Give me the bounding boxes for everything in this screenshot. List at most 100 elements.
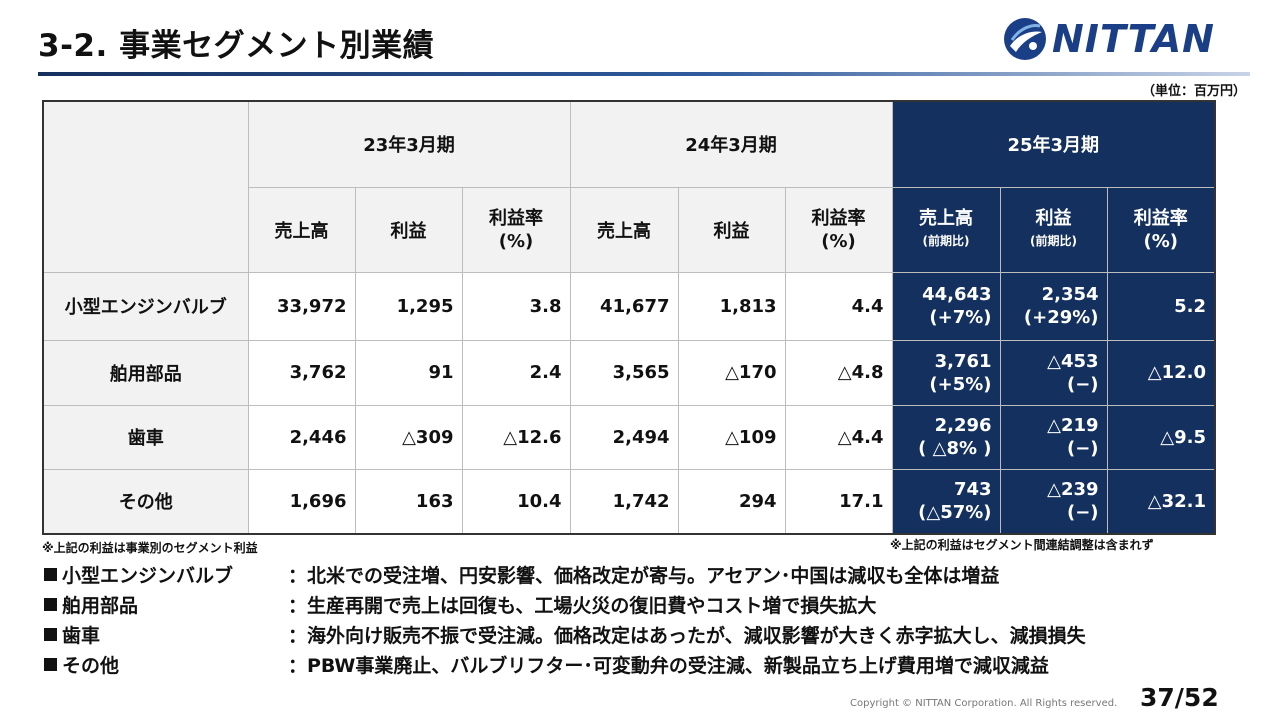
- footnote-right: ※上記の利益はセグメント間連結調整は含まれず: [890, 538, 1154, 552]
- company-logo: NITTAN: [1002, 14, 1254, 64]
- col-margin-24: 利益率 (%): [784, 186, 893, 273]
- comment-segment-name: 歯車: [62, 625, 101, 647]
- nittan-swirl-icon: [1004, 18, 1046, 60]
- period-header-row: 23年3月期 24年3月期 25年3月期: [42, 100, 1216, 273]
- profit-23: △309: [354, 404, 463, 470]
- sales-label: 売上高: [919, 207, 974, 229]
- square-bullet-icon: [44, 568, 57, 581]
- margin-24: △4.8: [784, 339, 893, 406]
- table-row: 舶用部品 3,762 91 2.4 3,565 △170 △4.8 3,761(…: [42, 339, 1216, 406]
- comment-segment: 歯車: [44, 621, 288, 651]
- profit-yoy: (+29%): [1023, 307, 1099, 328]
- sales-23: 3,762: [247, 339, 356, 406]
- sales-24: 2,494: [569, 404, 679, 470]
- list-item: 小型エンジンバルブ ：北米での受注増、円安影響、価格改定が寄与。アセアン･中国は…: [44, 561, 1254, 591]
- yoy-label: (前期比): [922, 233, 970, 248]
- segment-comments: 小型エンジンバルブ ：北米での受注増、円安影響、価格改定が寄与。アセアン･中国は…: [44, 561, 1254, 681]
- sales-yoy: (+5%): [929, 373, 992, 395]
- profit-24: 294: [677, 468, 786, 535]
- list-item: 舶用部品 ：生産再開で売上は回復も、工場火災の復旧費やコスト増で損失拡大: [44, 591, 1254, 621]
- segment-name: その他: [42, 468, 249, 535]
- profit-24: 1,813: [677, 271, 786, 341]
- profit-25: △453 (−): [999, 339, 1108, 406]
- margin-label: 利益率: [489, 207, 543, 229]
- table-row: 小型エンジンバルブ 33,972 1,295 3.8 41,677 1,813 …: [42, 271, 1216, 341]
- col-profit-24: 利益: [677, 186, 786, 273]
- col-profit-23: 利益: [354, 186, 463, 273]
- profit-24: △170: [677, 339, 786, 406]
- title-underline: [38, 72, 1250, 76]
- comment-text: ：生産再開で売上は回復も、工場火災の復旧費やコスト増で損失拡大: [288, 595, 877, 617]
- table-row: その他 1,696 163 10.4 1,742 294 17.1 743 (△5…: [42, 468, 1216, 535]
- sales-24: 3,565: [569, 339, 679, 406]
- list-item: その他 ：PBW事業廃止、バルブリフター･可変動弁の受注減、新製品立ち上げ費用増…: [44, 651, 1254, 681]
- margin-label: 利益率: [1133, 207, 1188, 229]
- square-bullet-icon: [44, 598, 57, 611]
- sales-yoy: (△57%): [918, 502, 992, 524]
- margin-23: 3.8: [461, 271, 571, 341]
- margin-25: △12.0: [1106, 339, 1216, 406]
- margin-unit: (%): [498, 230, 534, 252]
- profit-yoy: (−): [1066, 373, 1099, 395]
- profit-yoy: (−): [1066, 438, 1099, 459]
- sales-25: 743 (△57%): [891, 468, 1001, 535]
- square-bullet-icon: [44, 628, 57, 641]
- comment-text: ：PBW事業廃止、バルブリフター･可変動弁の受注減、新製品立ち上げ費用増で減収減…: [288, 655, 1049, 677]
- comment-segment: 小型エンジンバルブ: [44, 561, 288, 591]
- profit-24: △109: [677, 404, 786, 470]
- comment-segment-name: その他: [62, 655, 120, 677]
- sales-value: 3,761: [934, 350, 992, 372]
- profit-25: △239 (−): [999, 468, 1108, 535]
- margin-23: 2.4: [461, 339, 571, 406]
- segment-name: 歯車: [42, 404, 249, 470]
- margin-23: △12.6: [461, 404, 571, 470]
- footnote-left: ※上記の利益は事業別のセグメント利益: [42, 541, 258, 555]
- sales-23: 33,972: [247, 271, 356, 341]
- sales-yoy: (+7%): [929, 307, 992, 328]
- yoy-label: (前期比): [1030, 233, 1078, 248]
- col-sales-24: 売上高: [569, 186, 679, 273]
- sales-23: 2,446: [247, 404, 356, 470]
- margin-unit: (%): [821, 230, 856, 252]
- col-profit-25: 利益 (前期比): [999, 186, 1108, 273]
- margin-24: 4.4: [784, 271, 893, 341]
- profit-value: △453: [1047, 350, 1099, 372]
- list-item: 歯車 ：海外向け販売不振で受注減。価格改定はあったが、減収影響が大きく赤字拡大し…: [44, 621, 1254, 651]
- sales-25: 2,296( △8% ): [891, 404, 1001, 470]
- profit-label: 利益: [1035, 207, 1072, 229]
- comment-text: ：海外向け販売不振で受注減。価格改定はあったが、減収影響が大きく赤字拡大し、減損…: [288, 625, 1086, 647]
- margin-25: △9.5: [1106, 404, 1216, 470]
- margin-23: 10.4: [461, 468, 571, 535]
- profit-25: △219 (−): [999, 404, 1108, 470]
- segment-name: 舶用部品: [42, 339, 249, 406]
- comment-segment: その他: [44, 651, 288, 681]
- segment-results-table: 23年3月期 24年3月期 25年3月期 売上高 利益 利益率 (%) 売上高 利…: [42, 100, 1217, 535]
- col-margin-25: 利益率 (%): [1106, 186, 1216, 273]
- margin-25: △32.1: [1106, 468, 1216, 535]
- margin-25: 5.2: [1106, 271, 1216, 341]
- profit-yoy: (−): [1066, 502, 1099, 524]
- margin-24: △4.4: [784, 404, 893, 470]
- sales-25: 3,761 (+5%): [891, 339, 1001, 406]
- sales-value: 44,643: [922, 284, 992, 305]
- profit-value: △219: [1047, 415, 1099, 436]
- comment-segment-name: 舶用部品: [62, 595, 139, 617]
- profit-23: 91: [354, 339, 463, 406]
- profit-value: △239: [1047, 479, 1099, 501]
- segment-name: 小型エンジンバルブ: [42, 271, 249, 341]
- margin-unit: (%): [1143, 230, 1179, 252]
- profit-23: 163: [354, 468, 463, 535]
- sales-yoy: ( △8% ): [918, 438, 992, 459]
- comment-segment-name: 小型エンジンバルブ: [62, 565, 234, 587]
- sales-25: 44,643 (+7%): [891, 271, 1001, 341]
- margin-label: 利益率: [811, 207, 866, 229]
- comment-text: ：北米での受注増、円安影響、価格改定が寄与。アセアン･中国は減収も全体は増益: [288, 565, 1000, 587]
- margin-24: 17.1: [784, 468, 893, 535]
- period-24: 24年3月期: [569, 100, 893, 188]
- col-sales-23: 売上高: [247, 186, 356, 273]
- sales-24: 41,677: [569, 271, 679, 341]
- sales-23: 1,696: [247, 468, 356, 535]
- column-header-row: 売上高 利益 利益率 (%) 売上高 利益 利益率 (%) 売上高 (前期比) 利益(…: [43, 186, 1216, 273]
- col-sales-25: 売上高 (前期比): [891, 186, 1001, 273]
- sales-value: 2,296: [934, 415, 992, 436]
